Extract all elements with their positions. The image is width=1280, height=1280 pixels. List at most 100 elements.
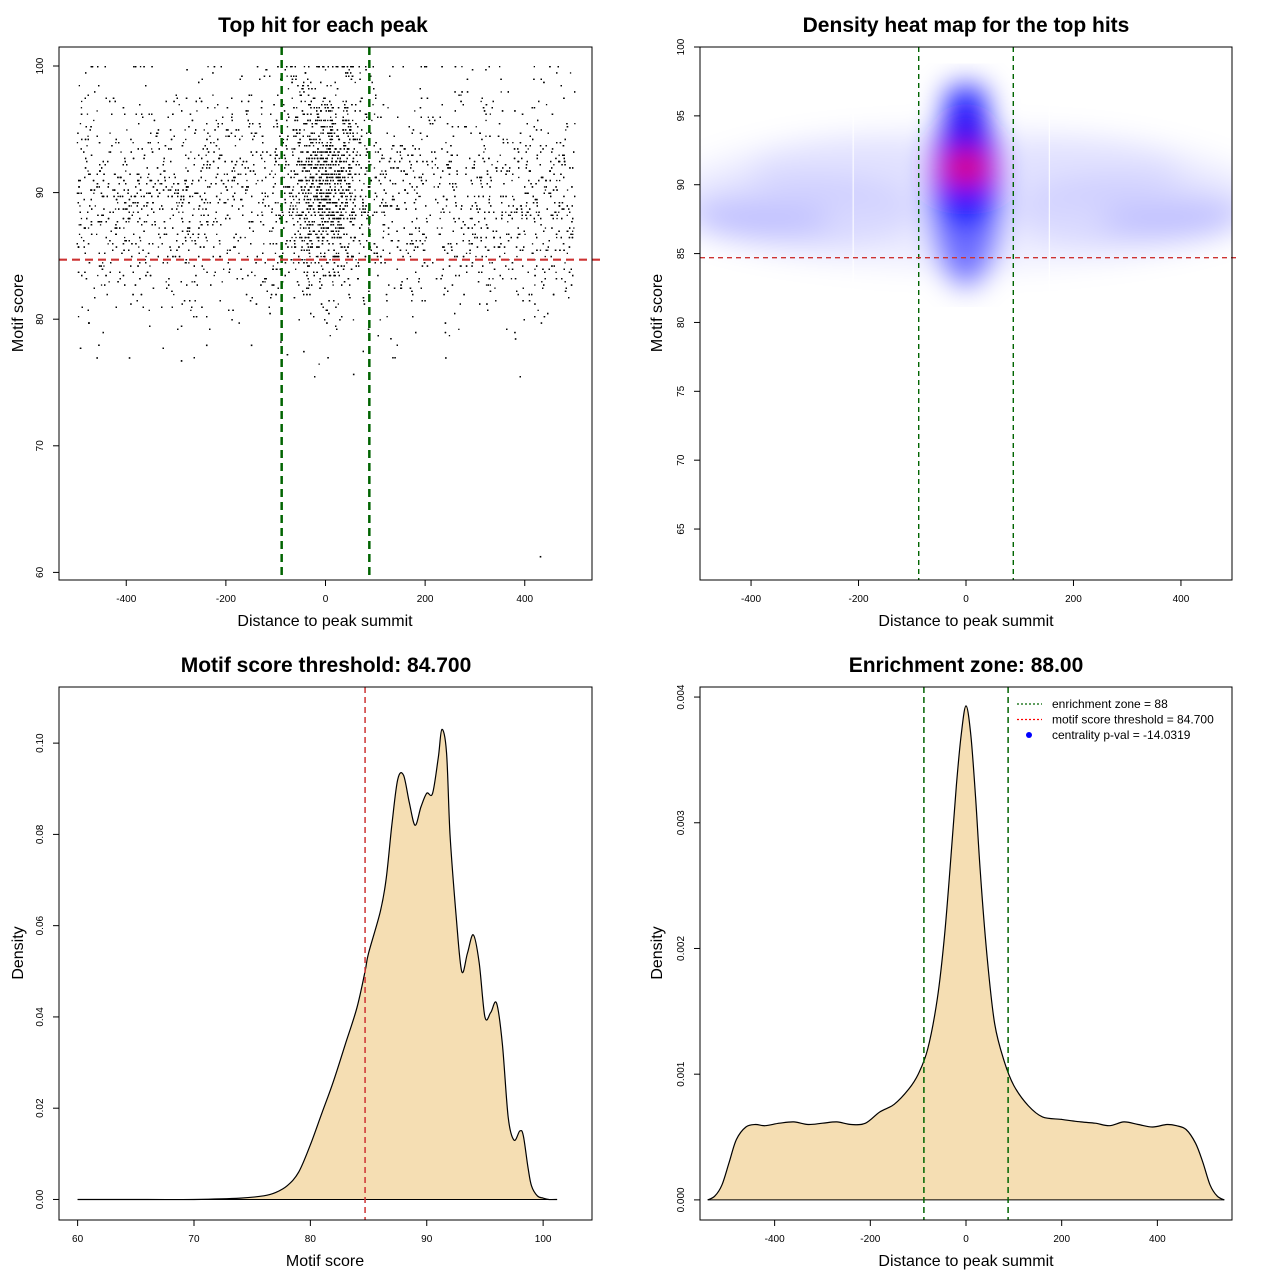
data-point (347, 113, 349, 115)
data-point (459, 265, 461, 267)
data-point (491, 164, 493, 166)
data-point (296, 208, 298, 210)
data-point (329, 142, 332, 144)
data-point (544, 189, 547, 191)
data-point (316, 271, 318, 273)
data-point (414, 110, 416, 112)
data-point (335, 173, 338, 175)
data-point (78, 233, 81, 235)
data-point (404, 148, 406, 150)
data-point (306, 236, 308, 239)
data-point (234, 170, 236, 172)
data-point (421, 138, 423, 141)
data-point (213, 274, 215, 277)
data-point (87, 170, 89, 172)
data-point (79, 205, 81, 207)
data-point (261, 211, 263, 213)
data-point (330, 119, 332, 122)
data-point (384, 214, 386, 216)
data-point (512, 142, 514, 144)
data-point (182, 211, 184, 213)
data-point (320, 132, 322, 134)
data-point (311, 138, 313, 141)
data-point (517, 233, 520, 235)
data-point (325, 230, 327, 232)
data-point (126, 129, 128, 131)
data-point (508, 268, 510, 270)
data-point (509, 214, 511, 216)
data-point (359, 72, 361, 74)
data-point (445, 205, 448, 207)
data-point (338, 151, 340, 153)
data-point (216, 233, 218, 235)
data-point (527, 148, 529, 150)
data-point (329, 335, 331, 337)
data-point (93, 192, 95, 194)
data-point (345, 195, 347, 198)
data-point (320, 217, 323, 220)
data-point (213, 142, 215, 144)
data-point (329, 138, 331, 141)
data-point (325, 189, 328, 191)
data-point (386, 316, 388, 318)
data-point (326, 160, 328, 163)
data-point (176, 192, 178, 194)
data-point (337, 303, 339, 305)
data-point (79, 123, 82, 125)
data-point (203, 268, 205, 270)
data-point (345, 211, 347, 213)
data-point (480, 183, 482, 185)
data-point (206, 202, 209, 204)
data-point (289, 195, 291, 198)
data-point (304, 259, 306, 261)
data-point (556, 179, 558, 182)
data-point (254, 274, 256, 277)
data-point (434, 164, 436, 166)
data-point (289, 205, 292, 207)
data-point (184, 129, 186, 131)
data-point (342, 202, 344, 204)
data-point (185, 138, 187, 141)
data-point (341, 154, 343, 156)
data-point (544, 255, 546, 258)
data-point (418, 230, 420, 232)
data-point (343, 110, 345, 112)
data-point (320, 189, 323, 191)
data-point (441, 227, 443, 229)
data-point (494, 287, 496, 289)
data-point (295, 205, 297, 207)
data-point (291, 246, 293, 248)
data-point (321, 164, 323, 166)
scatter-points (76, 66, 576, 558)
data-point (346, 195, 348, 198)
data-point (510, 278, 513, 280)
data-point (319, 198, 321, 201)
data-point (341, 246, 344, 248)
data-point (337, 179, 339, 182)
data-point (355, 259, 357, 261)
data-point (293, 198, 295, 201)
data-point (572, 230, 574, 232)
data-point (282, 138, 285, 141)
data-point (496, 160, 499, 163)
data-point (178, 104, 180, 106)
data-point (325, 164, 328, 166)
data-point (449, 211, 451, 213)
data-point (317, 224, 319, 226)
data-point (391, 148, 393, 150)
data-point (318, 183, 320, 185)
data-point (487, 249, 489, 251)
data-point (214, 107, 216, 109)
data-point (177, 205, 179, 207)
data-point (86, 113, 89, 115)
data-point (302, 167, 304, 169)
data-point (87, 135, 89, 137)
data-point (132, 142, 134, 144)
data-point (299, 227, 302, 229)
data-point (325, 214, 327, 216)
data-point (327, 119, 329, 122)
data-point (330, 85, 332, 87)
data-point (108, 151, 110, 153)
data-point (322, 214, 324, 216)
